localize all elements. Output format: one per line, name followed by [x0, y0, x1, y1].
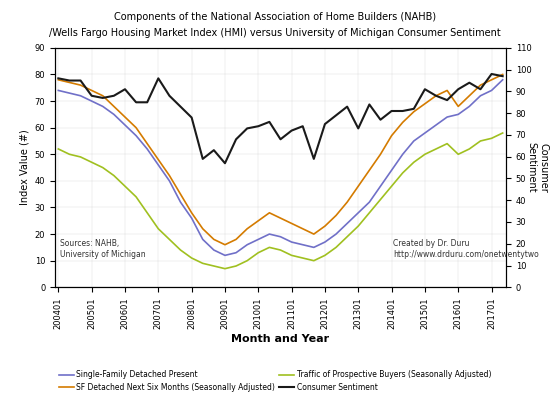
Text: Components of the National Association of Home Builders (NAHB): Components of the National Association o… [114, 12, 436, 22]
Text: Created by Dr. Duru
http://www.drduru.com/onetwentytwo: Created by Dr. Duru http://www.drduru.co… [393, 239, 539, 259]
Text: /Wells Fargo Housing Market Index (HMI) versus University of Michigan Consumer S: /Wells Fargo Housing Market Index (HMI) … [49, 28, 501, 38]
Y-axis label: Consumer
Sentiment: Consumer Sentiment [526, 142, 548, 193]
Y-axis label: Index Value (#): Index Value (#) [19, 130, 29, 205]
Text: Sources: NAHB,
University of Michigan: Sources: NAHB, University of Michigan [59, 239, 145, 259]
Legend: Single-Family Detached Present, SF Detached Next Six Months (Seasonally Adjusted: Single-Family Detached Present, SF Detac… [56, 367, 494, 395]
X-axis label: Month and Year: Month and Year [232, 334, 329, 344]
